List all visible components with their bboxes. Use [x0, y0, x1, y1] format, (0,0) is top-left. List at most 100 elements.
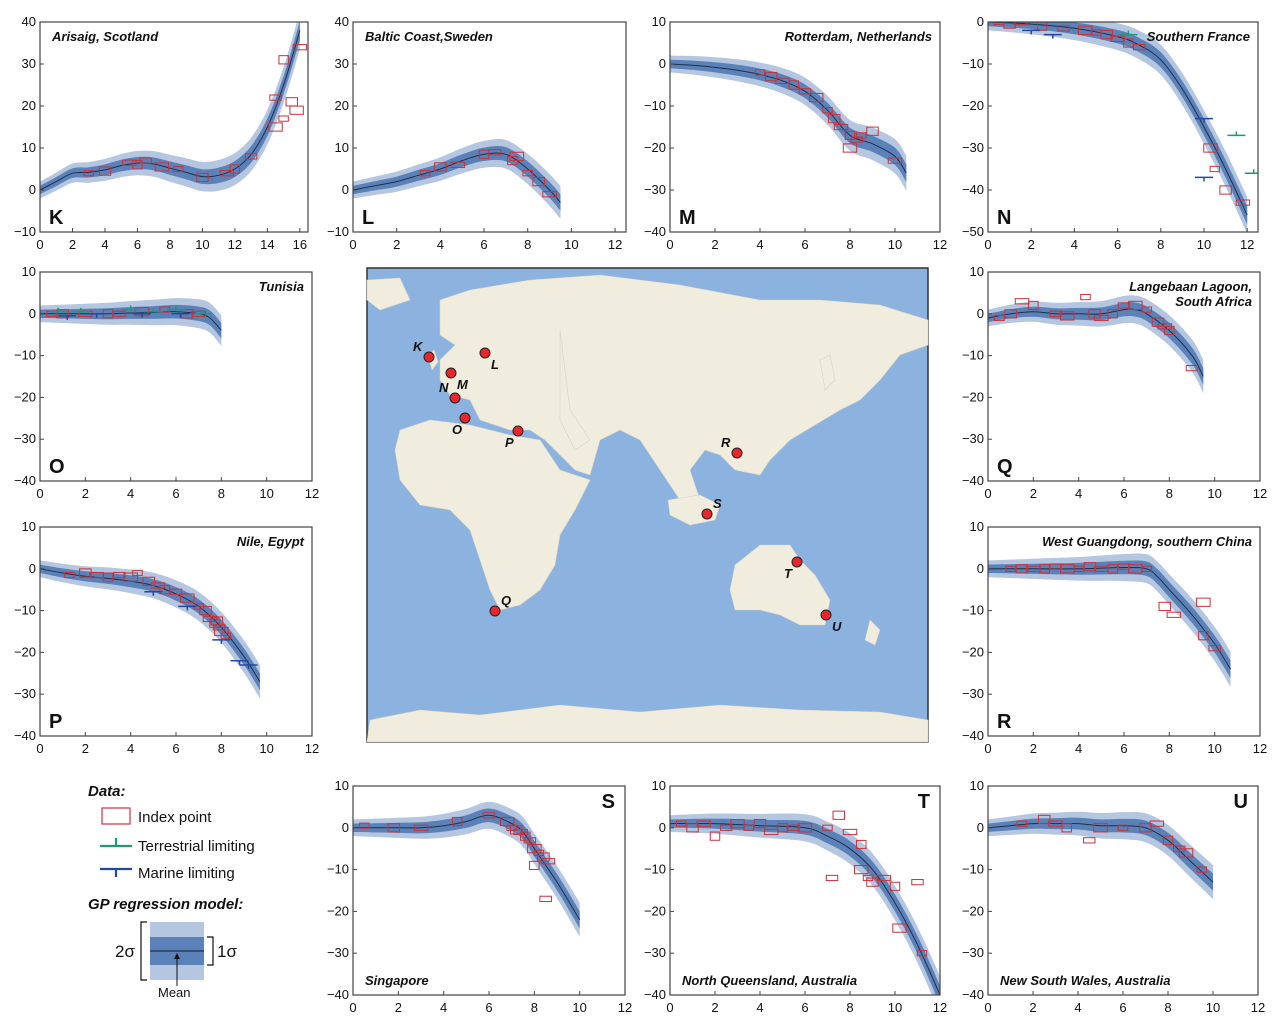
- plot-area: [40, 298, 222, 346]
- plot-area: [353, 138, 561, 219]
- x-tick-label: 10: [888, 1000, 902, 1015]
- index-point: [1016, 820, 1027, 827]
- y-tick-label: −30: [14, 431, 36, 446]
- x-tick-label: 12: [1253, 741, 1267, 756]
- panel-letter: S: [602, 791, 615, 813]
- index-point: [787, 824, 800, 831]
- panel-p: 0 2 4 6 8 10 12 −40 −30 −20 −10 0 10 Nile, Egypt P: [14, 519, 319, 756]
- index-point: [777, 823, 788, 833]
- band-1sigma: [670, 818, 940, 995]
- index-point: [79, 568, 92, 578]
- index-point: [743, 824, 754, 831]
- map-site-label: K: [413, 339, 424, 354]
- map-site-label: O: [452, 422, 462, 437]
- x-tick-label: 2: [82, 741, 89, 756]
- x-tick-label: 2: [711, 237, 718, 252]
- index-point: [1100, 29, 1114, 40]
- x-tick-label: 12: [618, 1000, 632, 1015]
- index-point: [856, 839, 867, 850]
- legend-mean-label: Mean: [158, 985, 191, 1000]
- index-point: [1061, 823, 1072, 833]
- index-point: [866, 126, 879, 136]
- index-point: [842, 143, 858, 153]
- index-point: [1158, 601, 1172, 612]
- index-point: [289, 105, 304, 115]
- index-point: [199, 605, 212, 616]
- panel-letter: O: [49, 456, 65, 478]
- x-tick-label: 6: [172, 486, 179, 501]
- index-point: [686, 823, 699, 833]
- legend-data-title: Data:: [88, 783, 126, 800]
- index-point: [196, 172, 209, 183]
- y-tick-label: 10: [335, 140, 349, 155]
- index-point: [1083, 562, 1097, 572]
- index-point: [1107, 309, 1118, 319]
- y-tick-label: −40: [962, 473, 984, 488]
- map-site-marker: [731, 447, 743, 459]
- plot-area: [670, 810, 940, 995]
- y-tick-label: −10: [14, 603, 36, 618]
- index-point: [892, 923, 907, 933]
- index-point: [1005, 565, 1016, 572]
- index-point: [1117, 824, 1129, 831]
- x-tick-label: 10: [1207, 741, 1221, 756]
- x-tick-label: 12: [1251, 1000, 1265, 1015]
- x-tick-label: 2: [1030, 741, 1037, 756]
- map-site-marker: [445, 367, 457, 379]
- index-point: [1077, 25, 1093, 36]
- x-tick-label: 8: [846, 1000, 853, 1015]
- y-tick-label: −10: [962, 862, 984, 877]
- x-tick-label: 12: [305, 486, 319, 501]
- plot-area: [988, 811, 1214, 900]
- index-point: [539, 895, 552, 902]
- x-tick-label: 12: [608, 237, 622, 252]
- index-point: [292, 44, 308, 51]
- index-point: [113, 571, 126, 579]
- x-tick-label: 2: [82, 486, 89, 501]
- map-site-label: R: [721, 435, 731, 450]
- index-point: [1164, 325, 1175, 336]
- x-tick-label: 2: [711, 1000, 718, 1015]
- map-site-marker: [512, 425, 524, 437]
- panel-title: Tunisia: [259, 279, 304, 294]
- index-point: [172, 165, 184, 173]
- index-point: [1003, 22, 1016, 29]
- y-tick-label: 10: [970, 264, 984, 279]
- y-tick-label: 10: [335, 778, 349, 793]
- index-point: [1039, 564, 1050, 574]
- panel-title: Baltic Coast,Sweden: [365, 29, 493, 44]
- plot-area: [988, 553, 1231, 687]
- map-site-label: P: [505, 435, 514, 450]
- y-tick-label: −30: [327, 945, 349, 960]
- band-2sigma: [670, 55, 907, 191]
- x-tick-label: 4: [101, 237, 108, 252]
- y-tick-label: 0: [29, 306, 36, 321]
- x-tick-label: 8: [218, 486, 225, 501]
- y-tick-label: 10: [22, 519, 36, 534]
- map-site-marker: [423, 351, 435, 363]
- y-tick-label: −40: [14, 728, 36, 743]
- index-point: [132, 569, 143, 577]
- y-tick-label: 0: [342, 820, 349, 835]
- panel-frame: [39, 21, 309, 233]
- y-tick-label: 10: [652, 14, 666, 29]
- panel-letter: T: [918, 791, 930, 813]
- y-tick-label: −10: [644, 98, 666, 113]
- index-point: [911, 879, 924, 886]
- y-tick-label: 30: [335, 56, 349, 71]
- x-tick-label: 12: [933, 237, 947, 252]
- index-point: [532, 176, 545, 187]
- x-tick-label: 4: [756, 237, 763, 252]
- x-tick-label: 8: [1164, 1000, 1171, 1015]
- x-tick-label: 10: [259, 741, 273, 756]
- index-point: [507, 155, 518, 166]
- panel-s: 0 2 4 6 8 10 12 −40 −30 −20 −10 0 10 Singapore S: [327, 778, 632, 1015]
- panel-title: Southern France: [1147, 29, 1250, 44]
- map-site-label: L: [491, 357, 499, 372]
- index-point: [210, 616, 224, 626]
- panel-t: 0 2 4 6 8 10 12 −40 −30 −20 −10 0 10 North Queensland…: [644, 778, 947, 1015]
- index-point: [676, 820, 687, 827]
- map-site-label: N: [439, 380, 449, 395]
- map-site-marker: [791, 556, 803, 568]
